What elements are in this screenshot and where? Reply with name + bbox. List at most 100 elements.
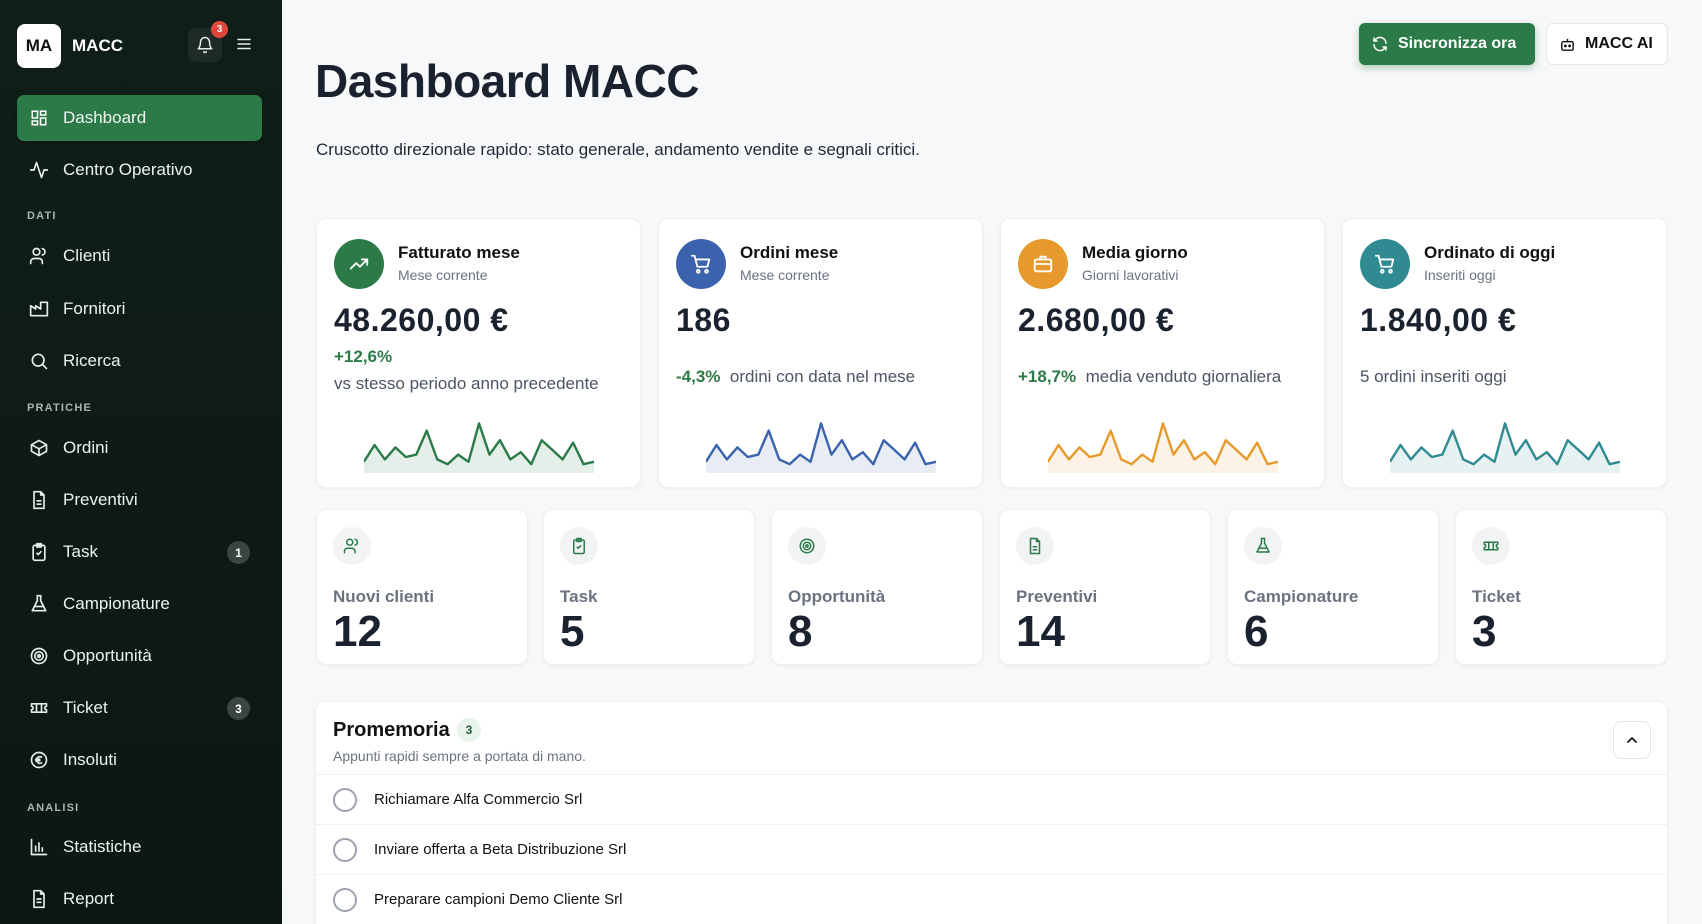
promemoria-subtitle: Appunti rapidi sempre a portata di mano. (333, 748, 586, 764)
stat-card-campionature[interactable]: Campionature 6 (1227, 509, 1439, 665)
report-icon (29, 889, 49, 909)
chevron-up-icon (1627, 737, 1637, 743)
sidebar-section-dati: DATI (27, 210, 57, 222)
sidebar-item-label: Statistiche (63, 837, 142, 856)
checkbox[interactable] (333, 787, 357, 812)
sparkline-area (1048, 423, 1278, 473)
kpi-note-line: -4,3% ordini con data nel mese (676, 367, 915, 387)
sidebar-item-ticket[interactable]: Ticket 3 (17, 685, 262, 731)
bar-chart-icon (29, 837, 49, 857)
sidebar-item-label: Preventivi (63, 490, 138, 509)
euro-icon (29, 750, 49, 770)
sparkline-line (1390, 422, 1620, 466)
sidebar-item-report[interactable]: Report (17, 876, 262, 922)
kpi-sparkline (706, 422, 936, 473)
sidebar-item-label: Ordini (63, 438, 109, 457)
refresh-icon (1371, 35, 1389, 53)
list-item[interactable]: Inviare offerta a Beta Distribuzione Srl (316, 824, 1667, 874)
bell-icon (197, 36, 213, 54)
sidebar-item-clienti[interactable]: Clienti (17, 233, 262, 279)
kpi-sparkline (1048, 422, 1278, 473)
users-icon (29, 246, 49, 266)
target-icon (788, 527, 826, 565)
stat-value: 5 (560, 607, 585, 656)
sidebar-item-dashboard[interactable]: Dashboard (17, 95, 262, 141)
promemoria-item-text: Preparare campioni Demo Cliente Srl (374, 891, 623, 908)
kpi-note: vs stesso periodo anno precedente (334, 374, 599, 393)
flask-icon (29, 594, 49, 614)
stat-card-task[interactable]: Task 5 (543, 509, 755, 665)
kpi-title: Media giorno (1082, 243, 1188, 262)
kpi-subtitle: Mese corrente (740, 267, 830, 283)
kpi-delta: -4,3% (676, 367, 721, 386)
kpi-sparkline (1390, 422, 1620, 473)
briefcase-icon (1018, 239, 1068, 289)
kpi-card-media-giorno[interactable]: Media giorno Giorni lavorativi 2.680,00 … (1000, 218, 1325, 488)
app-name: MACC (72, 36, 123, 55)
kpi-subtitle: Giorni lavorativi (1082, 267, 1179, 283)
sidebar-section-analisi: ANALISI (27, 802, 80, 814)
app-logo[interactable]: MA (17, 24, 61, 68)
target-icon (29, 646, 49, 666)
activity-icon (29, 160, 49, 180)
dashboard-icon (29, 108, 49, 128)
checkbox[interactable] (333, 837, 357, 862)
menu-toggle-button[interactable] (235, 35, 253, 58)
stat-card-ticket[interactable]: Ticket 3 (1455, 509, 1667, 665)
stat-card-nuovi-clienti[interactable]: Nuovi clienti 12 (316, 509, 528, 665)
sidebar-item-label: Dashboard (63, 108, 147, 127)
kpi-value: 1.840,00 € (1360, 302, 1517, 338)
list-item[interactable]: Preparare campioni Demo Cliente Srl (316, 874, 1667, 924)
macc-ai-button[interactable]: MACC AI (1546, 23, 1668, 65)
collapse-button[interactable] (1613, 721, 1651, 759)
kpi-card-ordini[interactable]: Ordini mese Mese corrente 186 -4,3% ordi… (658, 218, 983, 488)
stat-value: 8 (788, 607, 813, 656)
flask-icon (1244, 527, 1282, 565)
stat-card-opportunita[interactable]: Opportunità 8 (771, 509, 983, 665)
document-icon (1016, 527, 1054, 565)
sidebar-item-label: Ticket (63, 698, 108, 717)
promemoria-panel: Promemoria 3 Appunti rapidi sempre a por… (315, 701, 1668, 924)
sidebar: MA MACC 3 Dashboard Centro Operativo DAT… (0, 0, 282, 924)
sidebar-item-ordini[interactable]: Ordini (17, 425, 262, 471)
kpi-value: 2.680,00 € (1018, 302, 1175, 338)
stat-value: 3 (1472, 607, 1497, 656)
sidebar-item-label: Insoluti (63, 750, 117, 769)
sidebar-item-fornitori[interactable]: Fornitori (17, 286, 262, 332)
clipboard-icon (29, 542, 49, 562)
ticket-count-badge: 3 (227, 697, 250, 720)
box-icon (29, 438, 49, 458)
sidebar-item-opportunita[interactable]: Opportunità (17, 633, 262, 679)
stat-card-preventivi[interactable]: Preventivi 14 (999, 509, 1211, 665)
sidebar-item-task[interactable]: Task 1 (17, 529, 262, 575)
sidebar-item-ricerca[interactable]: Ricerca (17, 338, 262, 384)
sync-button[interactable]: Sincronizza ora (1359, 23, 1535, 65)
kpi-subtitle: Inseriti oggi (1424, 267, 1496, 283)
sidebar-item-label: Centro Operativo (63, 160, 193, 179)
checkbox[interactable] (333, 887, 357, 912)
stat-label: Opportunità (788, 587, 886, 606)
kpi-card-ordinato-oggi[interactable]: Ordinato di oggi Inseriti oggi 1.840,00 … (1342, 218, 1667, 488)
stat-label: Task (560, 587, 598, 606)
task-count-badge: 1 (227, 541, 250, 564)
sidebar-item-statistiche[interactable]: Statistiche (17, 824, 262, 870)
sidebar-item-centro-operativo[interactable]: Centro Operativo (17, 147, 262, 193)
sidebar-item-insoluti[interactable]: Insoluti (17, 737, 262, 783)
kpi-note-line: +18,7% media venduto giornaliera (1018, 367, 1281, 387)
kpi-title: Ordini mese (740, 243, 839, 262)
sparkline-line (364, 422, 594, 466)
promemoria-list: Richiamare Alfa Commercio Srl Inviare of… (316, 774, 1667, 924)
sidebar-item-label: Fornitori (63, 299, 126, 318)
robot-icon (1559, 36, 1576, 53)
kpi-note: media venduto giornaliera (1085, 367, 1282, 386)
sidebar-item-preventivi[interactable]: Preventivi (17, 477, 262, 523)
kpi-sparkline (364, 422, 594, 473)
document-icon (29, 490, 49, 510)
sparkline-area (364, 423, 594, 473)
sidebar-item-campionature[interactable]: Campionature (17, 581, 262, 627)
promemoria-count-badge: 3 (457, 718, 481, 742)
kpi-title: Fatturato mese (398, 243, 520, 262)
list-item[interactable]: Richiamare Alfa Commercio Srl (316, 774, 1667, 824)
sidebar-item-label: Ricerca (63, 351, 121, 370)
kpi-card-fatturato[interactable]: Fatturato mese Mese corrente 48.260,00 €… (316, 218, 641, 488)
